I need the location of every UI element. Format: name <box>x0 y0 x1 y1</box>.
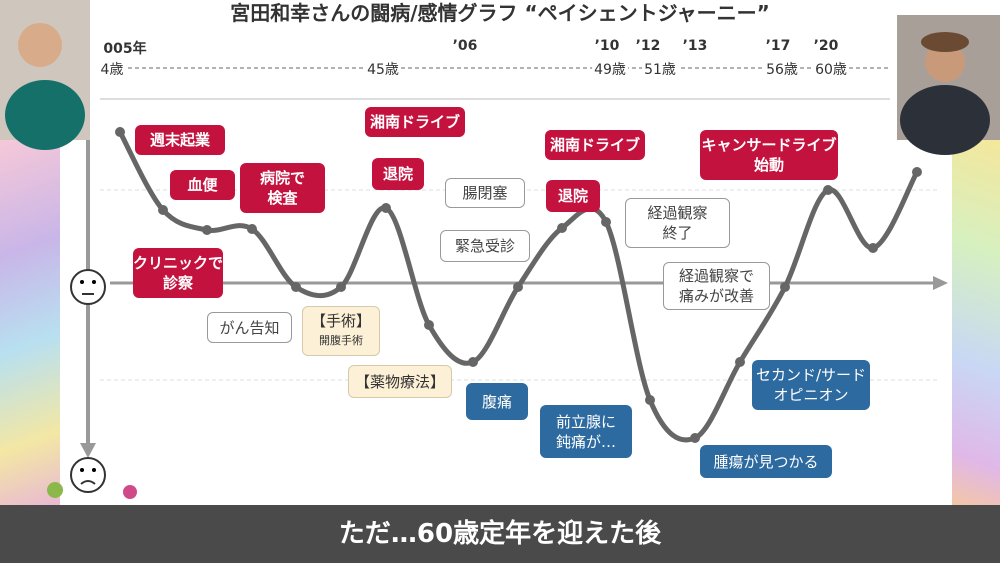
callout-line: クリニックで <box>133 254 224 272</box>
callout-line: 腹痛 <box>481 392 512 411</box>
point <box>158 205 168 215</box>
callout: 退院 <box>546 180 600 212</box>
point <box>336 282 346 292</box>
callout-line: 前立腺に <box>555 412 616 431</box>
cap <box>921 32 969 52</box>
age-label: 4歳 <box>98 59 126 79</box>
callout: 【薬物療法】 <box>348 365 452 398</box>
point <box>202 225 212 235</box>
year-label: ’10 <box>592 38 622 54</box>
callout-line: 退院 <box>382 165 413 183</box>
callout-line: 【手術】 <box>310 312 371 330</box>
callout-line: 診察 <box>162 274 193 292</box>
callout-line: 始動 <box>753 156 784 174</box>
point <box>513 282 523 292</box>
callout-line: 血便 <box>187 176 218 194</box>
callout: 経過観察 終了 <box>625 198 730 248</box>
callout-line: 開腹手術 <box>319 334 363 347</box>
age-label: 45歳 <box>365 59 401 79</box>
callout-line: キャンサードライブ <box>701 136 837 154</box>
callout-line: 腫瘍が見つかる <box>713 452 819 471</box>
point <box>780 282 790 292</box>
year-label: ’12 <box>633 38 663 54</box>
callout: クリニックで 診察 <box>133 248 223 298</box>
callout-line: 検査 <box>267 189 298 207</box>
callout-line: 緊急受診 <box>454 237 515 255</box>
callout: 病院で 検査 <box>240 163 325 213</box>
age-label: 56歳 <box>764 59 800 79</box>
age-label: 60歳 <box>813 59 849 79</box>
point <box>690 433 700 443</box>
callout-line: 痛みが改善 <box>678 287 754 305</box>
callout-line: オピニオン <box>773 386 849 404</box>
age-label: 49歳 <box>592 59 628 79</box>
sad-face <box>70 457 106 493</box>
year-label: ’20 <box>811 38 841 54</box>
callout-line: 【薬物療法】 <box>354 372 445 391</box>
callout: 前立腺に 鈍痛が… <box>540 405 632 458</box>
point <box>115 127 125 137</box>
arrow <box>80 443 96 458</box>
callout-line: 湘南ドライブ <box>369 113 460 131</box>
callout-line: 退院 <box>557 187 588 205</box>
callout-line: 経過観察で <box>678 267 754 285</box>
point <box>557 223 567 233</box>
year-label: 005年 <box>101 38 149 58</box>
callout-line: 週末起業 <box>149 131 210 149</box>
year-label: ’06 <box>450 38 480 54</box>
callout: キャンサードライブ 始動 <box>700 130 838 180</box>
age-label: 51歳 <box>642 59 678 79</box>
callout: 腫瘍が見つかる <box>700 445 832 478</box>
point <box>381 203 391 213</box>
point <box>735 357 745 367</box>
callout-line: 経過観察 <box>647 204 708 222</box>
hoodie <box>5 80 85 150</box>
callout-line: 湘南ドライブ <box>549 136 640 154</box>
rainbow-left <box>0 140 60 510</box>
callout: 退院 <box>372 158 424 190</box>
head <box>18 23 62 67</box>
point <box>247 224 257 234</box>
year-label: ’17 <box>763 38 793 54</box>
callout-line: 腸閉塞 <box>462 184 508 202</box>
point <box>424 320 434 330</box>
jacket <box>900 85 990 155</box>
title: 宮田和幸さんの闘病/感情グラフ “ペイシェントジャーニー” <box>230 1 770 25</box>
callout: 湘南ドライブ <box>365 107 465 137</box>
arrow <box>933 276 948 290</box>
point <box>468 357 478 367</box>
callout: 腸閉塞 <box>445 178 525 208</box>
callout: 【手術】 開腹手術 <box>302 306 380 356</box>
callout: 湘南ドライブ <box>545 130 645 160</box>
callout: 経過観察で痛みが改善 <box>663 262 770 310</box>
callout-line: がん告知 <box>219 318 280 337</box>
callout-line: セカンド/サード <box>755 366 867 384</box>
point <box>601 217 611 227</box>
year-label: ’13 <box>680 38 710 54</box>
rainbow-right <box>952 140 1000 510</box>
callout-line: 病院で <box>259 169 305 187</box>
callout: 週末起業 <box>135 125 225 155</box>
point <box>912 167 922 177</box>
callout: セカンド/サード オピニオン <box>752 360 870 410</box>
callout: 血便 <box>170 170 235 200</box>
callout: 腹痛 <box>466 383 528 420</box>
callout: 緊急受診 <box>440 230 530 262</box>
neutral-face <box>70 269 106 305</box>
subtitle: ただ…60歳定年を迎えた後 <box>0 505 1000 563</box>
callout-line: 終了 <box>662 224 693 242</box>
point <box>868 243 878 253</box>
emotion-curve <box>117 130 920 443</box>
callout-line: 鈍痛が… <box>555 432 616 451</box>
callout: がん告知 <box>207 312 292 343</box>
head <box>925 42 965 82</box>
point <box>645 395 655 405</box>
point <box>823 185 833 195</box>
point <box>291 282 301 292</box>
